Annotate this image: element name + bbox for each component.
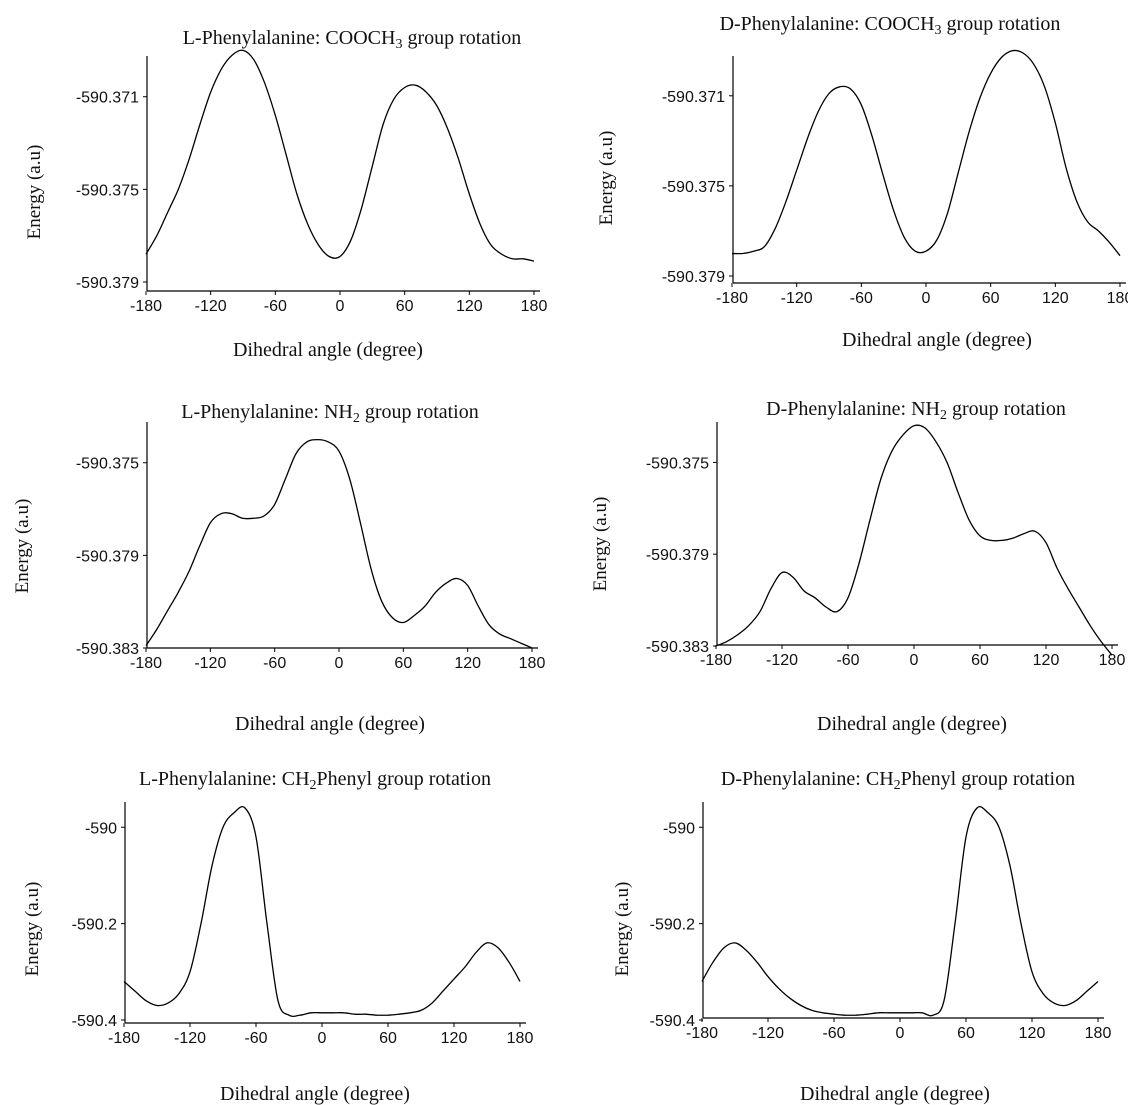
- x-tick-label: -120: [194, 655, 226, 672]
- y-tick-label: -590.383: [646, 639, 709, 656]
- y-tick-label: -590.379: [662, 269, 725, 286]
- x-axis-label: Dihedral angle (degree): [235, 713, 425, 735]
- y-axis-label: Energy (a.u): [22, 882, 43, 977]
- x-tick-label: 120: [1033, 652, 1060, 669]
- x-tick-label: 0: [335, 655, 344, 672]
- x-tick-label: 60: [957, 1025, 975, 1042]
- x-axis-label: Dihedral angle (degree): [842, 329, 1032, 351]
- x-tick-label: 180: [1107, 290, 1128, 307]
- energy-curve: [145, 438, 533, 649]
- x-tick-label: 0: [336, 298, 345, 315]
- x-tick-label: -120: [766, 652, 798, 669]
- y-tick-label: -590.2: [72, 917, 117, 934]
- y-axis-label: Energy (a.u): [24, 145, 45, 240]
- chart-title: L-Phenylalanine: CH2Phenyl group rotatio…: [139, 768, 491, 793]
- x-axis-label: Dihedral angle (degree): [220, 1083, 410, 1105]
- y-tick-label: -590.371: [76, 90, 139, 107]
- y-tick-label: -590: [663, 820, 695, 837]
- chart-panel-6: -180 -120 -60 0 60 120 180 -590 -590.2 -590.4 D-Ph…: [612, 768, 1111, 1105]
- chart-title: L-Phenylalanine: COOCH3 group rotation: [183, 27, 522, 52]
- energy-curve: [123, 805, 521, 1018]
- chart-panel-3: -180 -120 -60 0 60 120 180 -590.375 -590.379 -590…: [12, 401, 545, 735]
- x-tick-label: 0: [896, 1025, 905, 1042]
- y-axis-label: Energy (a.u): [612, 882, 633, 977]
- x-tick-label: -60: [244, 1030, 267, 1047]
- x-tick-label: 180: [1085, 1025, 1112, 1042]
- x-tick-label: -180: [716, 290, 748, 307]
- y-tick-label: -590: [85, 820, 117, 837]
- x-tick-label: 0: [910, 652, 919, 669]
- x-tick-label: 60: [982, 290, 1000, 307]
- y-tick-label: -590.4: [72, 1013, 117, 1030]
- x-tick-label: 180: [519, 655, 546, 672]
- x-tick-label: 60: [379, 1030, 397, 1047]
- x-axis-label: Dihedral angle (degree): [233, 339, 423, 361]
- energy-curve: [145, 49, 535, 262]
- x-tick-label: -60: [264, 298, 287, 315]
- x-tick-label: 0: [922, 290, 931, 307]
- chart-panel-2: -180 -120 -60 0 60 120 180 -590.371 -590.375 -590…: [596, 13, 1128, 351]
- x-tick-label: -120: [781, 290, 813, 307]
- y-tick-label: -590.379: [646, 547, 709, 564]
- chart-title: D-Phenylalanine: NH2 group rotation: [766, 398, 1066, 423]
- y-axis-label: Energy (a.u): [590, 497, 611, 592]
- x-tick-label: 120: [456, 298, 483, 315]
- x-tick-label: -60: [836, 652, 859, 669]
- y-tick-label: -590.2: [650, 917, 695, 934]
- y-tick-label: -590.371: [662, 89, 725, 106]
- x-tick-label: -120: [752, 1025, 784, 1042]
- y-tick-label: -590.383: [76, 641, 139, 658]
- chart-title: D-Phenylalanine: CH2Phenyl group rotatio…: [721, 768, 1075, 793]
- y-tick-label: -590.375: [662, 179, 725, 196]
- chart-title: L-Phenylalanine: NH2 group rotation: [181, 401, 479, 426]
- x-axis-label: Dihedral angle (degree): [817, 713, 1007, 735]
- x-tick-label: 60: [394, 655, 412, 672]
- y-tick-label: -590.375: [646, 455, 709, 472]
- energy-curve: [715, 424, 1113, 656]
- x-tick-label: -180: [130, 655, 162, 672]
- x-tick-label: 60: [396, 298, 414, 315]
- chart-title: D-Phenylalanine: COOCH3 group rotation: [720, 13, 1061, 38]
- y-tick-label: -590.4: [650, 1013, 695, 1030]
- x-tick-label: 180: [507, 1030, 534, 1047]
- x-tick-label: -60: [850, 290, 873, 307]
- x-tick-label: 120: [441, 1030, 468, 1047]
- x-tick-label: 120: [454, 655, 481, 672]
- x-tick-label: -120: [174, 1030, 206, 1047]
- y-axis-label: Energy (a.u): [596, 131, 617, 226]
- x-tick-label: 60: [971, 652, 989, 669]
- x-tick-label: -120: [195, 298, 227, 315]
- x-tick-label: 180: [1099, 652, 1126, 669]
- y-tick-label: -590.375: [76, 456, 139, 473]
- x-axis-label: Dihedral angle (degree): [800, 1083, 990, 1105]
- x-tick-label: -180: [686, 1025, 718, 1042]
- x-tick-label: 180: [521, 298, 548, 315]
- y-tick-label: -590.379: [76, 548, 139, 565]
- x-tick-label: -60: [822, 1025, 845, 1042]
- x-tick-label: 120: [1019, 1025, 1046, 1042]
- chart-panel-4: -180 -120 -60 0 60 120 180 -590.375 -590.379 -590…: [590, 398, 1125, 735]
- x-tick-label: -180: [108, 1030, 140, 1047]
- x-tick-label: 120: [1042, 290, 1069, 307]
- x-tick-label: -60: [263, 655, 286, 672]
- energy-curve: [701, 805, 1099, 1017]
- x-tick-label: -180: [130, 298, 162, 315]
- y-tick-label: -590.375: [76, 182, 139, 199]
- x-tick-label: -180: [700, 652, 732, 669]
- chart-panel-1: -180 -120 -60 0 60 120 180 -590.371 -590.375 -590…: [24, 27, 547, 361]
- y-axis-label: Energy (a.u): [12, 499, 33, 594]
- x-tick-label: 0: [318, 1030, 327, 1047]
- y-tick-label: -590.379: [76, 275, 139, 292]
- energy-curve: [731, 49, 1121, 257]
- chart-panel-5: -180 -120 -60 0 60 120 180 -590 -590.2 -590.4 L-Ph…: [22, 768, 533, 1105]
